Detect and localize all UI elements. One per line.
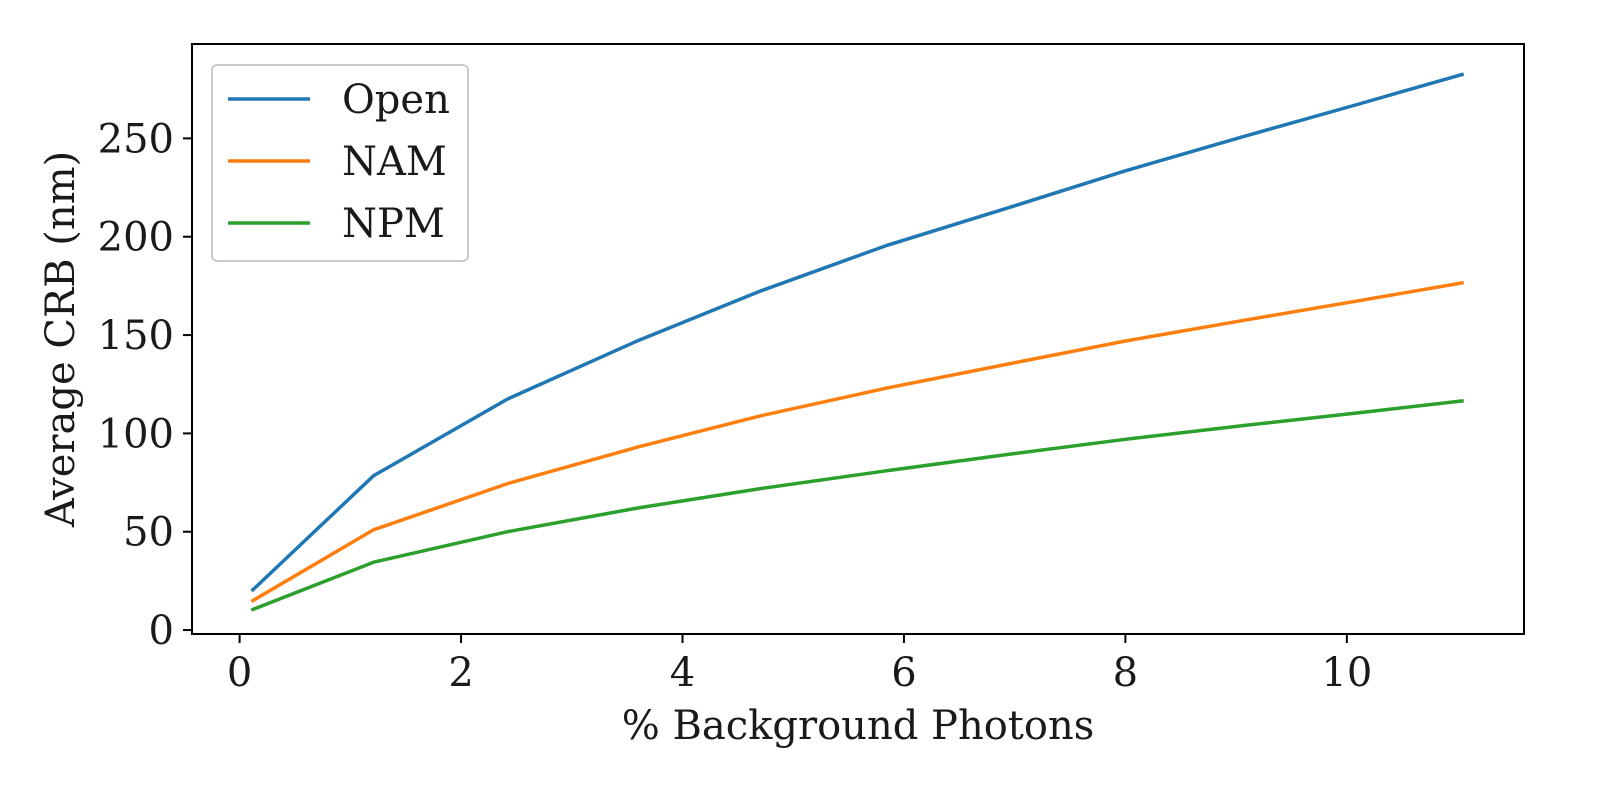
x-tick-label: 8 [1113, 650, 1138, 696]
x-axis-label: % Background Photons [622, 703, 1094, 749]
y-tick-label: 50 [123, 510, 174, 556]
legend-label-npm: NPM [342, 201, 445, 247]
y-tick-label: 150 [98, 313, 174, 359]
y-tick-label: 250 [98, 116, 174, 162]
series-line-npm [250, 398, 1464, 612]
y-tick-label: 0 [149, 608, 174, 654]
x-tick-label: 0 [227, 650, 252, 696]
legend-box [211, 64, 469, 262]
series-layer [250, 72, 1465, 612]
legend-label-open: Open [342, 77, 450, 123]
x-tick-label: 10 [1321, 650, 1372, 696]
x-tick-label: 2 [448, 650, 473, 696]
y-tick-label: 100 [98, 411, 174, 457]
y-axis-ticks: 0 50 100 150 200 250 [98, 116, 192, 654]
series-line-nam [250, 280, 1465, 603]
x-axis-ticks: 0 2 4 6 8 10 [227, 634, 1372, 696]
y-tick-label: 200 [98, 215, 174, 261]
legend: Open NAM NPM [211, 64, 469, 262]
x-tick-label: 4 [670, 650, 695, 696]
x-tick-label: 6 [891, 650, 916, 696]
plot-frame [191, 43, 1525, 635]
series-line-open [250, 72, 1465, 593]
legend-label-nam: NAM [342, 139, 447, 185]
y-axis-label: Average CRB (nm) [38, 151, 84, 528]
